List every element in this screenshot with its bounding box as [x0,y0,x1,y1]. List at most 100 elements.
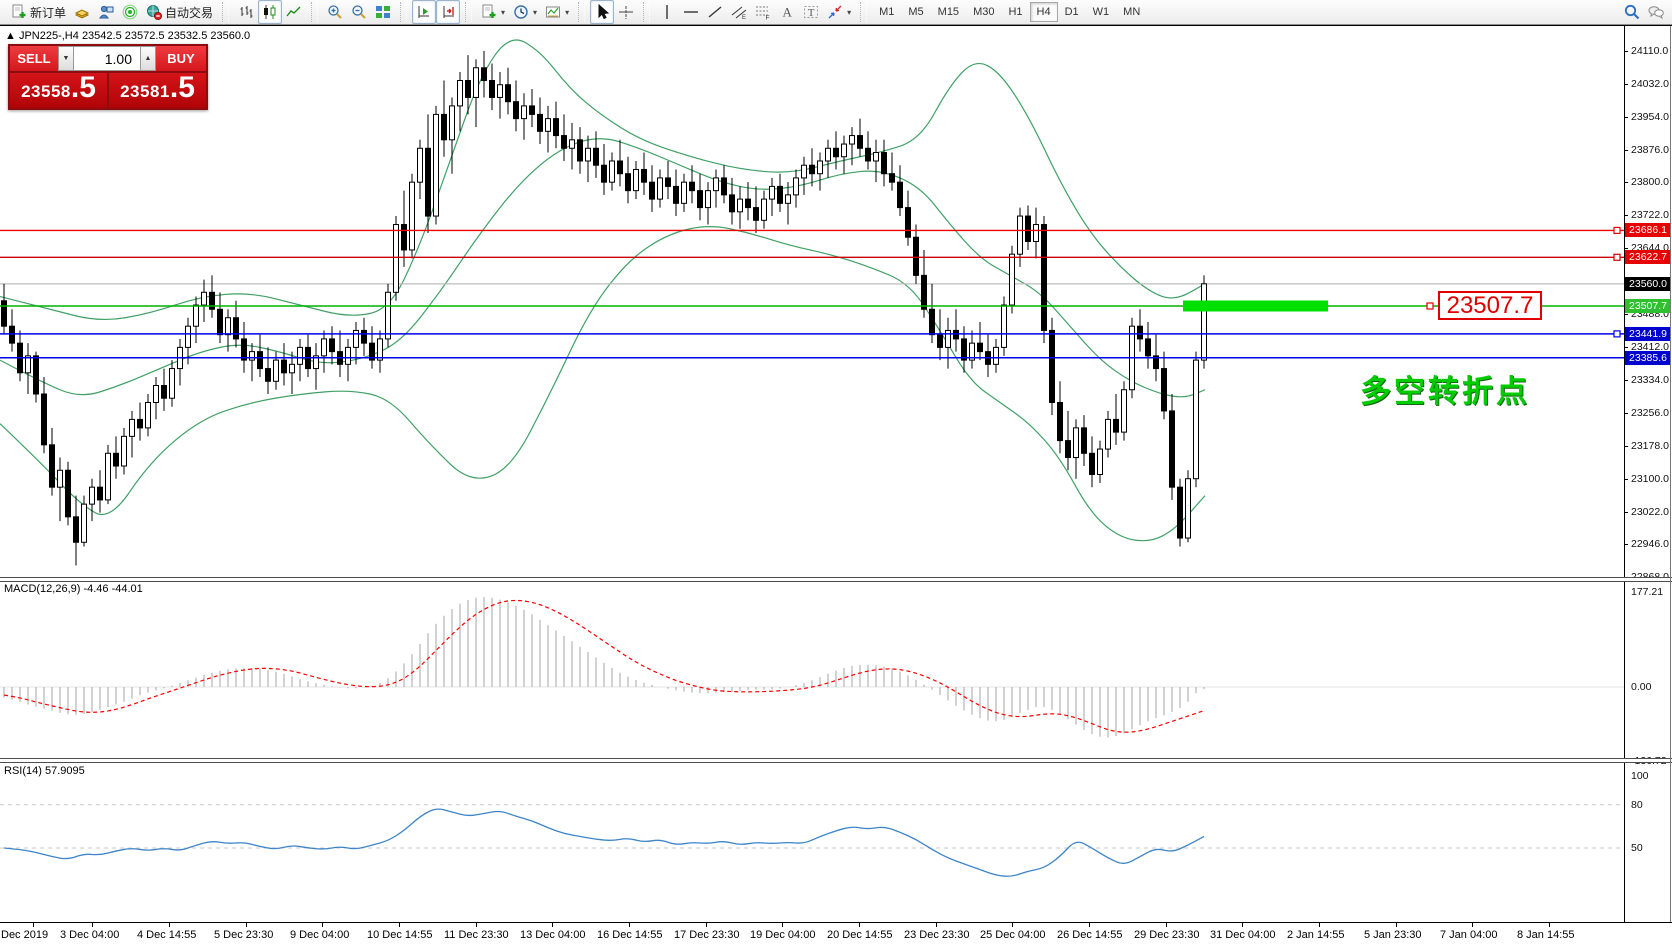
candle-bearish [401,224,407,251]
candle-bearish [33,355,39,395]
price-tick-label: 23876.0 [1631,143,1669,156]
timeframe-m1-button[interactable]: M1 [879,6,895,18]
price-annotation-box[interactable]: 23507.7 [1438,291,1542,320]
new-order-button[interactable]: 新订单 [7,0,70,24]
templates-button[interactable]: ▾ [541,0,573,24]
candle-bullish [841,143,847,158]
horizontal-price-lines[interactable] [0,226,1624,359]
rsi-line [3,808,1205,877]
candle-bullish [945,329,951,348]
price-scale[interactable] [1624,26,1672,922]
auto-scroll-button[interactable] [412,0,437,24]
time-tick-label: 31 Dec 04:00 [1210,929,1276,941]
templates-button-dropdown-icon[interactable]: ▾ [565,7,570,17]
price-tick-label: 23722.0 [1631,209,1669,222]
cursor-button[interactable] [590,0,615,24]
timeframe-m15-button[interactable]: M15 [937,6,960,18]
macd-tick-label: 0.00 [1631,681,1652,693]
new-order-icon [11,4,27,20]
candle-bearish [697,190,703,209]
time-tick-label: 26 Dec 14:55 [1057,929,1123,941]
signals-button[interactable] [118,0,142,24]
profile-button[interactable] [94,0,118,24]
timeframe-m5-button[interactable]: M5 [908,6,924,18]
periods-button[interactable]: ▾ [509,0,541,24]
support-highlight-bar[interactable] [1183,300,1328,312]
price-tick-mark [1624,412,1628,414]
macd-pane-splitter[interactable] [0,577,1672,582]
buy-button[interactable]: BUY [156,46,206,71]
rsi-pane-splitter[interactable] [0,758,1672,763]
line-handle[interactable] [1613,253,1621,261]
symbol-info-bar: ▲ JPN225-,H4 23542.5 23572.5 23532.5 235… [5,30,250,42]
candle-bearish [137,418,143,429]
zoom-out-button[interactable] [347,0,371,24]
rsi-tick-label: 100 [1631,770,1649,782]
price-tick-label: 23022.0 [1631,505,1669,518]
candle-bullish [145,401,151,429]
fibonacci-button[interactable]: F [751,0,775,24]
line-handle[interactable] [1613,330,1621,338]
candle-bullish [1201,283,1207,361]
collapse-marker-icon[interactable]: ▲ [5,30,16,42]
crosshair-button[interactable] [614,0,638,24]
periods-button-dropdown-icon[interactable]: ▾ [533,7,538,17]
time-scale[interactable]: Dec 2019 3 Dec 04:00 4 Dec 14:55 5 Dec 23:3… [0,922,1672,949]
volume-decrease-button[interactable]: ▼ [58,46,74,71]
indicators-button-dropdown-icon[interactable]: ▾ [501,7,506,17]
timeframe-d1-button[interactable]: D1 [1064,6,1079,18]
tile-windows-button[interactable] [371,0,395,24]
tile-windows-icon [375,4,391,20]
price-tick-mark [1624,50,1628,52]
candle-bearish [1025,215,1031,242]
vertical-line-button[interactable] [655,0,679,24]
candle-bullish [249,351,255,361]
horizontal-line-button[interactable] [679,0,703,24]
price-tick-mark [1624,543,1628,545]
trendline-button[interactable] [703,0,727,24]
chat-button[interactable] [1644,0,1668,24]
history-center-button[interactable] [70,0,94,24]
indicators-button[interactable]: ▾ [477,0,509,24]
candle-bullish [321,338,327,357]
candle-bearish [505,84,511,103]
auto-trading-button[interactable]: 自动交易 [142,0,217,24]
equidistant-channel-button[interactable]: E [727,0,751,24]
candle-bearish [913,236,919,276]
sell-price-button[interactable]: 23558 .5 [10,73,107,108]
candle-bullish [297,346,303,365]
candle-bearish [441,113,447,141]
volume-input[interactable]: 1.00 [74,46,140,71]
line-handle[interactable] [1426,302,1434,310]
arrows-button[interactable]: ▾ [823,0,855,24]
candle-bearish [209,291,215,310]
timeframe-w1-button[interactable]: W1 [1092,6,1110,18]
chart-shift-button[interactable] [436,0,461,24]
sell-button[interactable]: SELL [10,46,58,71]
sell-price-fraction: .5 [70,71,96,104]
macd-histogram [3,597,1205,738]
timeframe-h4-button[interactable]: H4 [1029,2,1058,22]
volume-increase-button[interactable]: ▲ [140,46,156,71]
line-chart-button[interactable] [282,0,306,24]
candle-bullish [313,355,319,370]
buy-price-button[interactable]: 23581 .5 [109,73,206,108]
timeframe-h1-button[interactable]: H1 [1008,6,1023,18]
candle-bullish [273,359,279,382]
bar-chart-button[interactable] [234,0,258,24]
arrows-button-dropdown-icon[interactable]: ▾ [847,7,852,17]
timeframe-m30-button[interactable]: M30 [973,6,995,18]
timeframe-mn-button[interactable]: MN [1123,6,1141,18]
pivot-point-annotation-text[interactable]: 多空转折点 [1360,374,1530,409]
text-button[interactable]: A [775,0,799,24]
line-handle[interactable] [1613,226,1621,235]
price-tick-mark [1624,149,1628,151]
candle-bearish [665,177,671,187]
text-label-button[interactable]: T [799,0,823,24]
candlestick-chart-button[interactable] [258,0,283,24]
candle-bearish [977,342,983,353]
search-button[interactable] [1620,0,1644,24]
zoom-in-button[interactable] [323,0,347,24]
toolbar-separator [860,2,868,22]
